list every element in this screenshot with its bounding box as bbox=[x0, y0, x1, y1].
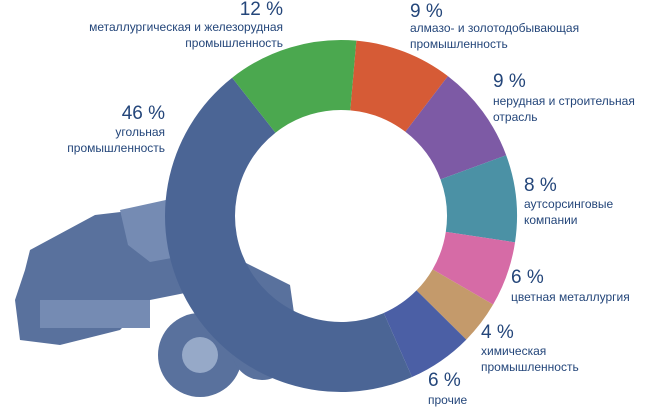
donut-segment bbox=[164, 77, 413, 393]
percent-label: 6 % bbox=[511, 267, 544, 288]
percent-label: 9 % bbox=[410, 1, 443, 22]
category-label: аутсорсинговые bbox=[524, 197, 614, 211]
percent-label: 12 % bbox=[240, 0, 283, 20]
percent-label: 9 % bbox=[493, 71, 526, 92]
category-label: промышленность bbox=[67, 141, 165, 155]
percent-label: 4 % bbox=[481, 322, 514, 343]
category-label: металлургическая и железорудная bbox=[89, 20, 283, 34]
donut-segment bbox=[416, 269, 494, 340]
category-label: цветная металлургия bbox=[511, 290, 630, 304]
donut-segment bbox=[383, 290, 467, 378]
truck-frame bbox=[40, 300, 150, 328]
category-label: промышленность bbox=[185, 36, 283, 50]
donut-segment bbox=[405, 76, 507, 180]
percent-label: 6 % bbox=[428, 370, 461, 391]
category-label: угольная bbox=[115, 125, 165, 139]
donut-segment bbox=[232, 40, 357, 133]
category-label: отрасль bbox=[493, 110, 538, 124]
percent-label: 46 % bbox=[122, 103, 165, 124]
category-label: химическая bbox=[481, 344, 546, 358]
truck-hub bbox=[182, 337, 218, 373]
category-label: промышленность bbox=[481, 360, 579, 374]
category-label: алмазо- и золотодобывающая bbox=[410, 21, 579, 35]
donut-segment bbox=[350, 40, 448, 132]
category-label: промышленность bbox=[410, 37, 508, 51]
donut-segment bbox=[440, 155, 517, 243]
category-label: компании bbox=[524, 213, 578, 227]
donut-segment bbox=[432, 231, 516, 305]
percent-label: 8 % bbox=[524, 175, 557, 196]
category-label: нерудная и строительная bbox=[493, 94, 635, 108]
category-label: прочие bbox=[428, 393, 468, 407]
